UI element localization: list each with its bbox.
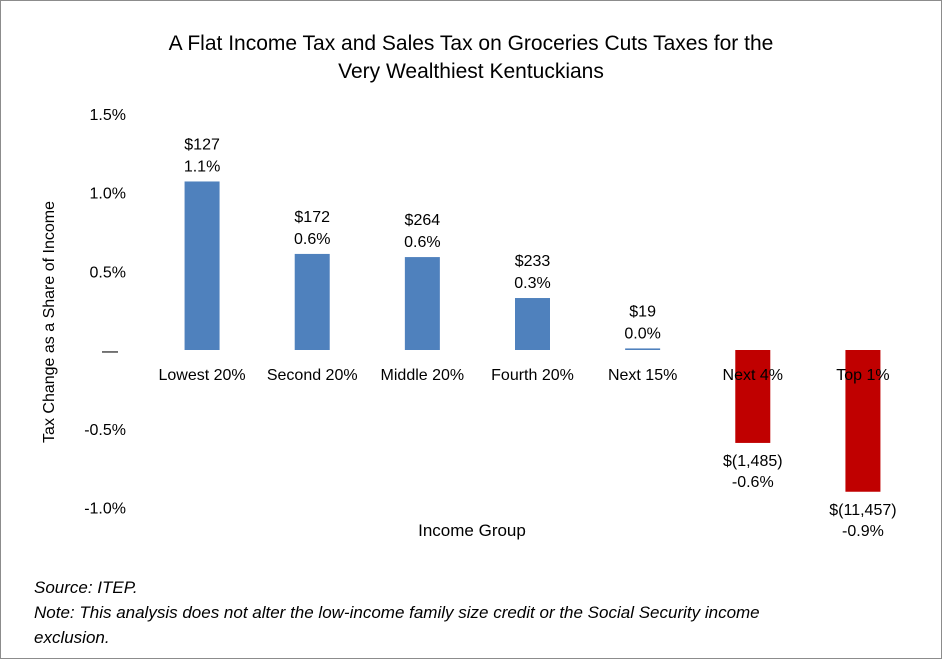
data-label: 0.6%: [404, 234, 440, 251]
data-label: $(11,457): [829, 502, 896, 519]
bar: [735, 350, 771, 443]
y-tick-label: -0.5%: [84, 422, 126, 439]
y-tick-label: -1.0%: [84, 501, 126, 518]
note-line-2: exclusion.: [34, 628, 110, 647]
x-tick-label: Next 4%: [723, 367, 783, 384]
y-axis-label: Tax Change as a Share of Income: [41, 201, 58, 443]
bar: [294, 253, 330, 350]
data-label: $127: [184, 136, 220, 153]
data-label: 1.1%: [184, 158, 220, 175]
data-label: 0.6%: [294, 231, 330, 248]
source-note: Source: ITEP.: [34, 578, 138, 597]
y-tick-label: —: [102, 343, 118, 360]
x-tick-label: Fourth 20%: [491, 367, 574, 384]
data-label: $172: [294, 209, 330, 226]
y-tick-label: 1.0%: [90, 186, 126, 203]
data-label: 0.0%: [624, 325, 660, 342]
chart-title-line-2: Very Wealthiest Kentuckians: [338, 60, 604, 83]
data-label: $(1,485): [723, 453, 783, 470]
data-label: $233: [515, 253, 551, 270]
bar: [845, 350, 881, 492]
x-tick-label: Next 15%: [608, 367, 677, 384]
chart-title-line-1: A Flat Income Tax and Sales Tax on Groce…: [168, 32, 774, 55]
bar: [625, 348, 661, 350]
bar: [184, 181, 220, 350]
x-tick-label: Top 1%: [836, 367, 889, 384]
y-tick-label: 1.5%: [90, 107, 126, 124]
data-label: -0.6%: [732, 474, 774, 491]
chart-title: A Flat Income Tax and Sales Tax on Groce…: [0, 30, 942, 86]
note-line-1: Note: This analysis does not alter the l…: [34, 603, 760, 622]
chart-notes: Source: ITEP. Note: This analysis does n…: [34, 575, 934, 650]
x-tick-label: Second 20%: [267, 367, 358, 384]
data-label: $264: [405, 212, 441, 229]
x-tick-label: Lowest 20%: [158, 367, 245, 384]
data-label: -0.9%: [842, 523, 884, 540]
bar: [404, 257, 440, 350]
data-label: 0.3%: [514, 275, 550, 292]
x-tick-label: Middle 20%: [381, 367, 465, 384]
y-tick-label: 0.5%: [90, 264, 126, 281]
bar: [515, 298, 550, 350]
data-label: $19: [629, 303, 656, 320]
x-axis-label: Income Group: [418, 521, 526, 540]
